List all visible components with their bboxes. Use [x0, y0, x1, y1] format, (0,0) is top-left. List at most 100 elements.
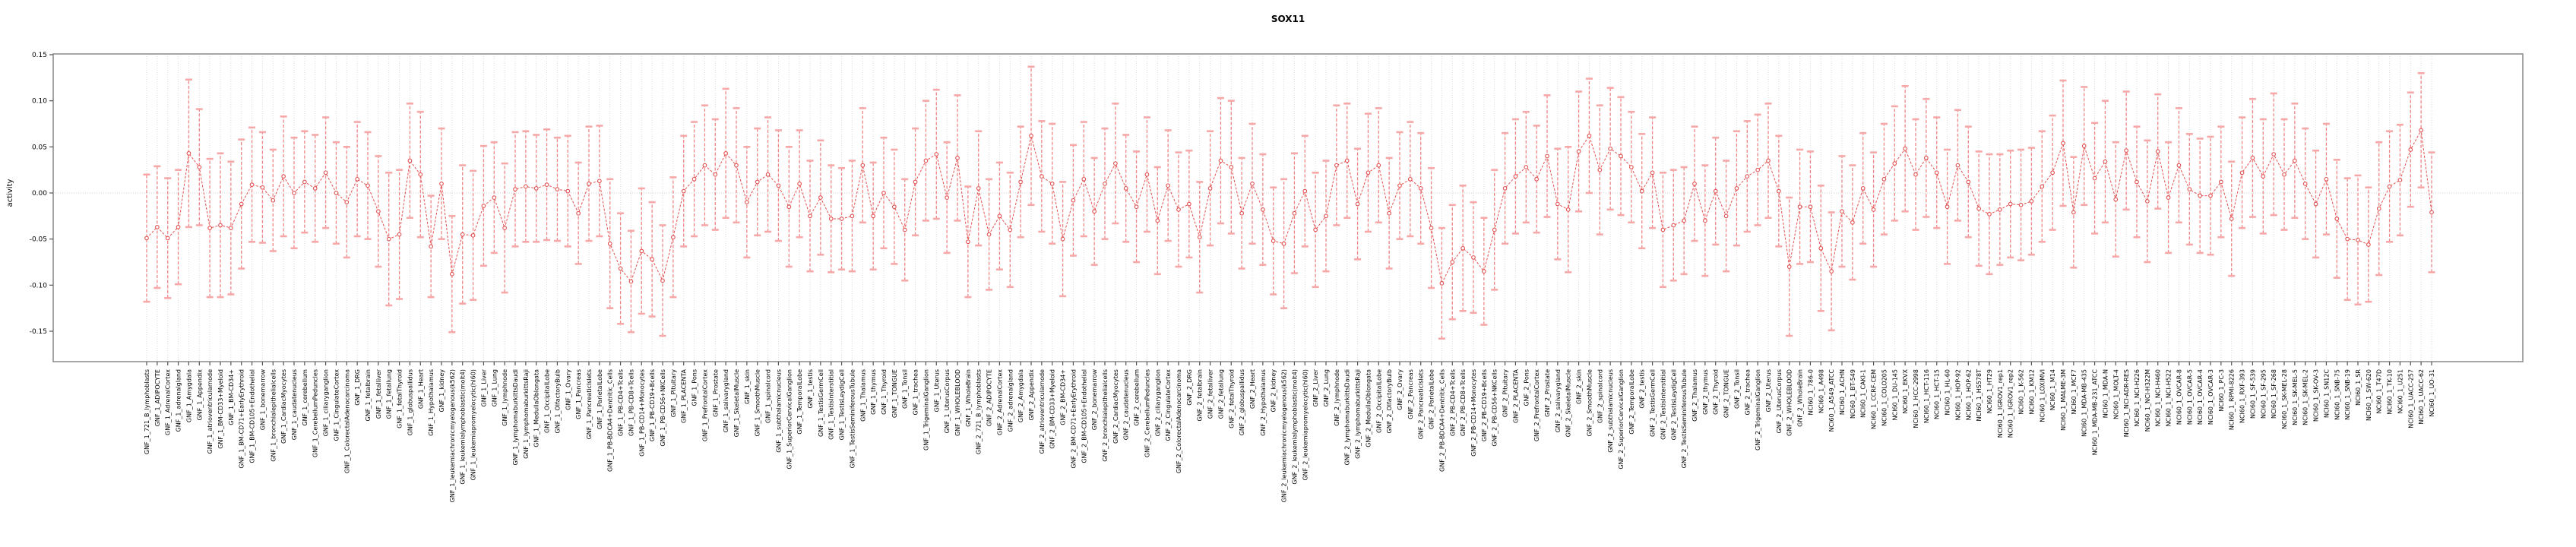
- data-point: [460, 232, 465, 237]
- data-point: [2250, 156, 2255, 160]
- x-tick-label: NCI60_1_K-562: [2018, 369, 2025, 415]
- data-point: [755, 179, 760, 185]
- data-point: [1144, 172, 1150, 177]
- x-tick-label: GNF_1_ColorectalAdenocarcinoma: [343, 369, 350, 473]
- x-tick-label: GNF_1_CingulateCortex: [333, 369, 340, 441]
- x-tick-label: GNF_1_MedullaOblongata: [533, 369, 540, 447]
- data-point: [955, 156, 960, 160]
- data-point: [544, 182, 549, 187]
- data-point: [734, 163, 739, 168]
- data-point: [470, 232, 476, 238]
- x-tick-label: GNF_1_leukemiapromyelocytic(hl60): [470, 369, 477, 481]
- data-point: [1366, 170, 1371, 175]
- data-point: [745, 200, 749, 204]
- x-tick-label: GNF_2_bonemarrow: [1091, 369, 1098, 431]
- x-tick-label: GNF_2_CerebellumPeduncles: [1144, 369, 1150, 457]
- x-tick-label: NCI60_1_RPMI-8226: [2229, 369, 2236, 430]
- x-tick-label: GNF_1_Uterus: [933, 369, 940, 412]
- data-point: [2376, 206, 2381, 211]
- data-point: [2345, 236, 2350, 242]
- x-tick-label: NCI60_1_OVCAR-5: [2186, 369, 2193, 425]
- x-tick-label: GNF_1_Prostate: [712, 369, 719, 417]
- x-tick-label: GNF_2_SmoothMuscle: [1586, 369, 1593, 437]
- x-tick-label: GNF_1_WholeBrain: [965, 369, 972, 427]
- x-tick-label: GNF_2_bronchialepithelialcells: [1102, 369, 1109, 462]
- data-point: [2293, 158, 2297, 163]
- data-point: [1998, 207, 2002, 212]
- data-point: [2219, 179, 2223, 185]
- x-tick-label: GNF_2_Hypothalamus: [1260, 369, 1267, 436]
- data-point: [923, 158, 929, 163]
- x-tick-label: GNF_2_adrenalgland: [1007, 369, 1014, 432]
- data-point: [818, 195, 823, 200]
- x-tick-label: GNF_1_TestisSeminiferousTubule: [849, 369, 856, 468]
- x-tick-label: GNF_2_AdrenalCortex: [996, 369, 1003, 435]
- data-point: [1524, 165, 1529, 169]
- data-point: [1545, 153, 1549, 159]
- data-point: [966, 239, 970, 245]
- x-tick-label: GNF_2_Pons: [1523, 369, 1530, 406]
- x-tick-label: GNF_1_adrenalgland: [176, 369, 182, 432]
- data-point: [165, 236, 170, 241]
- x-tick-label: GNF_1_TemporalLobe: [796, 369, 803, 435]
- x-tick-label: GNF_1_salivarygland: [723, 369, 729, 432]
- data-point: [292, 191, 296, 195]
- data-point: [2397, 178, 2403, 182]
- data-point: [1808, 204, 1813, 210]
- data-point: [2050, 170, 2055, 175]
- x-tick-label: GNF_1_TONGUE: [891, 369, 898, 418]
- x-tick-label: GNF_2_Liver: [1312, 368, 1319, 406]
- data-point: [1502, 186, 1508, 191]
- data-point: [1850, 220, 1855, 225]
- data-point: [386, 236, 391, 242]
- x-tick-label: GNF_1_721_B_lymphoblasts: [144, 369, 150, 454]
- data-point: [1302, 188, 1308, 194]
- x-tick-label: GNF_2_fetallung: [1217, 369, 1224, 419]
- data-point: [1713, 188, 1718, 194]
- x-tick-label: GNF_1_PB-CD4+Tcells: [618, 369, 625, 436]
- x-tick-label: GNF_1_Heart: [417, 369, 424, 409]
- data-point: [2092, 175, 2097, 181]
- data-point: [902, 227, 907, 232]
- x-tick-label: NCI60_1_SF-295: [2260, 369, 2267, 419]
- x-tick-label: GNF_2_TestisLeydigCell: [1670, 369, 1677, 440]
- x-tick-label: NCI60_1_LOXIMVI: [2039, 369, 2046, 422]
- x-tick-label: GNF_1_subthalamicnucleus: [775, 369, 782, 453]
- x-tick-label: GNF_1_CardiacMyocytes: [280, 369, 287, 444]
- data-point: [2113, 197, 2119, 202]
- x-tick-label: GNF_2_MedullaOblongata: [1365, 369, 1372, 447]
- data-point: [2187, 187, 2192, 191]
- x-tick-label: GNF_1_kidney: [438, 369, 445, 413]
- data-point: [2282, 172, 2286, 177]
- x-tick-label: NCI60_1_HL-60: [1945, 369, 1951, 416]
- x-tick-label: GNF_1_testis: [807, 369, 814, 409]
- data-point: [839, 217, 844, 221]
- data-point: [618, 266, 623, 271]
- x-tick-label: NCI60_1_HT29: [1986, 369, 1993, 413]
- x-tick-label: GNF_2_PB-CD56+NKCells: [1492, 369, 1498, 447]
- data-point: [1860, 186, 1866, 191]
- x-tick-label: GNF_1_bonemarrow: [259, 369, 266, 431]
- data-point: [2408, 147, 2413, 152]
- plot-box: [52, 53, 2524, 362]
- x-tick-label: NCI60_1_HCT-15: [1934, 369, 1941, 419]
- data-point: [1113, 161, 1118, 166]
- data-point: [1597, 167, 1603, 172]
- data-point: [1629, 165, 1634, 169]
- data-point: [1987, 212, 1992, 217]
- data-point: [2029, 199, 2034, 204]
- x-tick-label: GNF_1_PLACENTA: [681, 368, 688, 423]
- data-point: [2302, 182, 2308, 186]
- x-tick-label: GNF_2_Tonsil: [1733, 369, 1740, 409]
- data-point: [376, 209, 381, 214]
- x-tick-label: NCI60_1_A498: [1818, 369, 1824, 413]
- data-point: [1134, 204, 1139, 210]
- data-point: [1471, 255, 1476, 260]
- data-point: [2429, 210, 2434, 215]
- x-tick-label: GNF_2_BM-CD34+: [1060, 369, 1067, 425]
- x-tick-label: GNF_2_Prostate: [1544, 369, 1551, 417]
- data-point: [271, 198, 276, 203]
- y-tick-label: 0.00: [32, 190, 47, 198]
- x-tick-label: GNF_1_fetalThyroid: [397, 369, 403, 428]
